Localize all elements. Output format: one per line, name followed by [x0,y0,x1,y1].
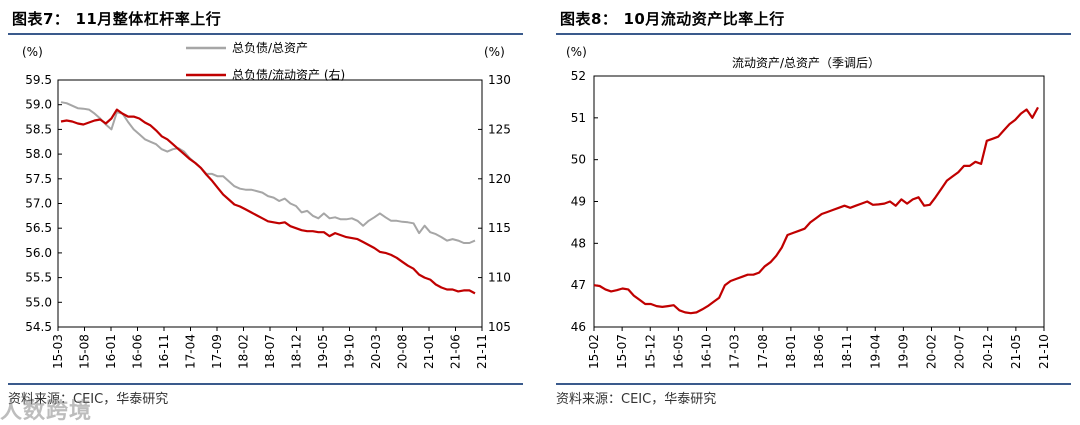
y-left-tick-label: 58.5 [25,122,52,136]
x-tick-label: 17-09 [210,334,224,369]
x-tick-label: 20-07 [953,334,967,369]
x-tick-label: 21-11 [475,334,489,369]
x-tick-label: 16-06 [131,334,145,369]
y-right-tick-label: 130 [488,73,511,87]
x-tick-label: 16-10 [700,334,714,369]
x-tick-label: 17-03 [728,334,742,369]
y-tick-label: 49 [571,195,586,209]
current-assets-chart: 46 47 48 49 50 51 52 (%) 15-02 15-07 15-12 16-05 16-… [566,45,1051,369]
y-right-tick-label: 105 [488,320,511,334]
x-tick-label: 17-04 [184,334,198,369]
x-tick-label: 19-04 [868,334,882,369]
chart-title-current-assets: 图表8： 10月流动资产比率上行 [560,8,785,29]
x-tick-label: 15-12 [643,334,657,369]
series-line-debt-to-assets [60,101,476,244]
x-tick-label: 17-08 [756,334,770,369]
x-tick-label: 15-03 [51,334,65,369]
y-right-tick-label: 120 [488,172,511,186]
y-left-tick-label: 57.0 [25,197,52,211]
x-tick-label: 21-10 [1037,334,1051,369]
top-rule [8,33,523,35]
series-line-current-assets-ratio [593,106,1039,315]
y-left-tick-label: 55.5 [25,271,52,285]
bottom-rule [556,383,1071,385]
y-tick-label: 52 [571,69,586,83]
figure-label: 图表8： [560,10,618,28]
y-right-tick-label: 125 [488,122,511,136]
panel-leverage: 图表7： 11月整体杠杆率上行 54.5 55.0 55.5 56.0 56.5 57.0 5… [0,0,530,424]
x-tick-label: 18-06 [812,334,826,369]
x-tick-label: 20-03 [369,334,383,369]
x-tick-label: 18-12 [290,334,304,369]
y-left-tick-label: 58.0 [25,147,52,161]
bottom-rule [8,383,523,385]
x-tick-label: 16-11 [157,334,171,369]
y-tick-label: 50 [571,153,586,167]
x-tick-label: 15-08 [78,334,92,369]
watermark: 人数跨境 [0,399,93,424]
y-left-tick-label: 59.0 [25,98,52,112]
panel-current-assets: 图表8： 10月流动资产比率上行 46 47 48 49 50 51 52 (%) 15-02 15… [548,0,1078,421]
x-tick-label: 15-02 [587,334,601,369]
y-unit: (%) [566,45,587,59]
x-tick-label: 16-01 [104,334,118,369]
x-tick-label: 21-06 [449,334,463,369]
y-left-tick-label: 54.5 [25,320,52,334]
y-tick-label: 47 [571,278,586,292]
source-note: 资料来源：CEIC，华泰研究 [556,392,717,407]
y-left-tick-label: 57.5 [25,172,52,186]
x-tick-label: 21-01 [422,334,436,369]
x-tick-label: 21-05 [1009,334,1023,369]
y-left-tick-label: 56.0 [25,246,52,260]
x-tick-label: 18-01 [784,334,798,369]
legend-label: 总负债/总资产 [232,41,308,55]
x-tick-label: 20-08 [396,334,410,369]
x-tick-label: 19-05 [316,334,330,369]
y-right-tick-label: 115 [488,221,511,235]
y-right-unit: (%) [484,45,505,59]
legend-label: 总负债/流动资产 (右) [232,67,345,82]
x-tick-label: 18-11 [840,334,854,369]
y-tick-label: 51 [571,111,586,125]
y-tick-label: 46 [571,320,586,334]
x-tick-label: 19-10 [343,334,357,369]
figure-title: 11月整体杠杆率上行 [75,10,222,28]
x-tick-label: 19-09 [896,334,910,369]
x-tick-label: 20-02 [925,334,939,369]
source-note: 资料来源：CEIC，华泰研究 [8,392,169,407]
y-left-tick-label: 56.5 [25,221,52,235]
y-left-tick-label: 55.0 [25,295,52,309]
figure-label: 图表7： [12,10,70,28]
y-left-unit: (%) [22,45,43,59]
series-line-debt-to-current-assets [60,108,476,295]
x-tick-label: 15-07 [615,334,629,369]
series-label: 流动资产/总资产（季调后） [732,56,880,70]
x-tick-label: 18-07 [263,334,277,369]
y-left-tick-label: 59.5 [25,73,52,87]
x-tick-label: 18-02 [237,334,251,369]
y-right-tick-label: 110 [488,271,511,285]
y-tick-label: 48 [571,236,586,250]
top-rule [556,33,1071,35]
x-tick-label: 20-12 [981,334,995,369]
figure-title: 10月流动资产比率上行 [623,10,785,28]
x-tick-label: 16-05 [671,334,685,369]
chart-title-leverage: 图表7： 11月整体杠杆率上行 [12,8,221,29]
plot-frame [593,75,1045,328]
plot-frame [57,79,483,328]
leverage-chart: 54.5 55.0 55.5 56.0 56.5 57.0 57.5 58.0 58.5 59.0… [22,41,511,369]
